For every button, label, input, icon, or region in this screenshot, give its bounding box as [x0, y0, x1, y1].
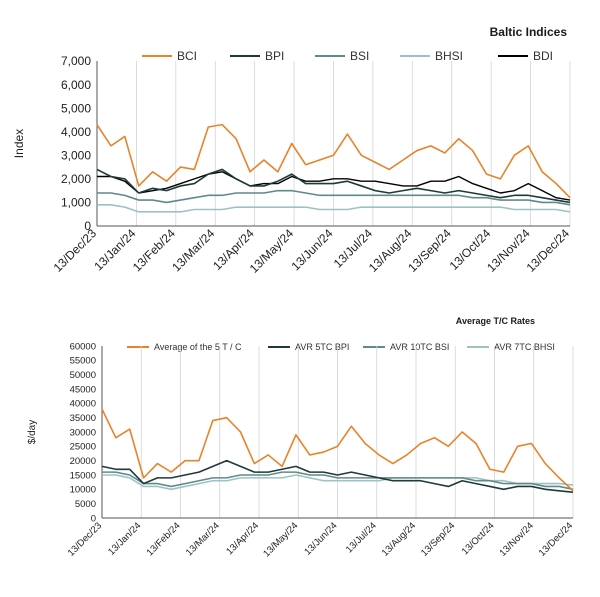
y-tick-label: 35000 — [70, 413, 96, 424]
y-tick-label: 50000 — [70, 370, 96, 381]
y-tick-label: 5000 — [75, 499, 96, 510]
legend-label-bdi: BDI — [533, 49, 553, 63]
x-tick-label: 13/Jul/24 — [344, 520, 379, 555]
x-tick-label: 13/Dec/24 — [537, 520, 575, 558]
y-tick-label: 5,000 — [61, 101, 91, 115]
series-line-bci — [96, 123, 571, 199]
y-tick-label: 10000 — [70, 485, 96, 496]
legend-label-bhsi: BHSI — [435, 49, 463, 63]
x-tick-label: 13/Jun/24 — [302, 520, 339, 557]
y-tick-label: 7,000 — [61, 54, 91, 68]
y-tick-label: 3,000 — [61, 148, 91, 162]
chart-title: Baltic Indices — [490, 25, 568, 39]
y-tick-label: 15000 — [70, 470, 96, 481]
y-axis-label: $/day — [27, 420, 38, 444]
legend-label-bpi: BPI — [265, 49, 284, 63]
x-tick-label: 13/Feb/24 — [145, 520, 183, 558]
average-tc-rates-chart: Average T/C Rates Average of the 5 T / C A… — [27, 316, 575, 559]
legend-label-avr-7tc-bhsi: AVR 7TC BHSI — [494, 342, 555, 352]
x-tick-label: 13/Dec/23 — [51, 226, 100, 275]
y-tick-label: 45000 — [70, 384, 96, 395]
series-line-avr-10tc-bsi — [102, 471, 574, 491]
x-tick-label: 13/Oct/24 — [460, 520, 497, 557]
x-tick-label: 13/Dec/24 — [524, 226, 573, 275]
x-tick-label: 13/Nov/24 — [497, 520, 535, 558]
y-tick-label: 1,000 — [61, 196, 91, 210]
y-tick-label: 30000 — [70, 427, 96, 438]
y-axis-label: Index — [12, 129, 26, 158]
x-tick-label: 13/Jan/24 — [106, 520, 143, 557]
x-tick-label: 13/Sep/24 — [405, 226, 454, 275]
x-tick-label: 13/Dec/23 — [66, 520, 104, 558]
y-tick-label: 25000 — [70, 442, 96, 453]
chart-title: Average T/C Rates — [456, 316, 535, 326]
baltic-indices-chart: Baltic Indices BCI BPI BSI BHSI BDI Index 7,000… — [12, 25, 573, 276]
legend-label-avr-5tc-bpi: AVR 5TC BPI — [295, 342, 349, 352]
y-tick-label: 2,000 — [61, 172, 91, 186]
y-tick-label: 20000 — [70, 456, 96, 467]
y-tick-label: 60000 — [70, 341, 96, 352]
series-line-avr-5tc-bpi — [101, 459, 574, 493]
x-tick-label: 13/Aug/24 — [380, 520, 418, 558]
x-tick-label: 13/Mar/24 — [169, 226, 217, 274]
x-tick-label: 13/Jun/24 — [288, 226, 335, 273]
series-line-average-of-the-5-t-c — [101, 408, 574, 492]
y-tick-label: 55000 — [70, 356, 96, 367]
legend-label-bci: BCI — [177, 49, 197, 63]
series-line-avr-7tc-bhsi — [102, 474, 574, 491]
x-tick-label: 13/Apr/24 — [224, 520, 261, 557]
legend-label-avr-10tc-bsi: AVR 10TC BSI — [390, 342, 449, 352]
x-tick-label: 13/Sep/24 — [419, 520, 457, 558]
legend-label-bsi: BSI — [350, 49, 369, 63]
series-line-bhsi — [97, 203, 571, 213]
x-tick-label: 13/May/24 — [261, 520, 300, 559]
y-tick-label: 4,000 — [61, 125, 91, 139]
x-tick-label: 13/Mar/24 — [184, 520, 222, 558]
y-tick-label: 0 — [91, 513, 96, 524]
legend-label-average-of-the-5-t-c: Average of the 5 T / C — [154, 342, 242, 352]
series-line-bdi — [97, 171, 571, 201]
y-tick-label: 40000 — [70, 399, 96, 410]
series-line-bsi — [97, 189, 571, 206]
y-tick-label: 0 — [84, 219, 91, 233]
series-line-bpi — [96, 168, 571, 204]
y-tick-label: 6,000 — [61, 78, 91, 92]
